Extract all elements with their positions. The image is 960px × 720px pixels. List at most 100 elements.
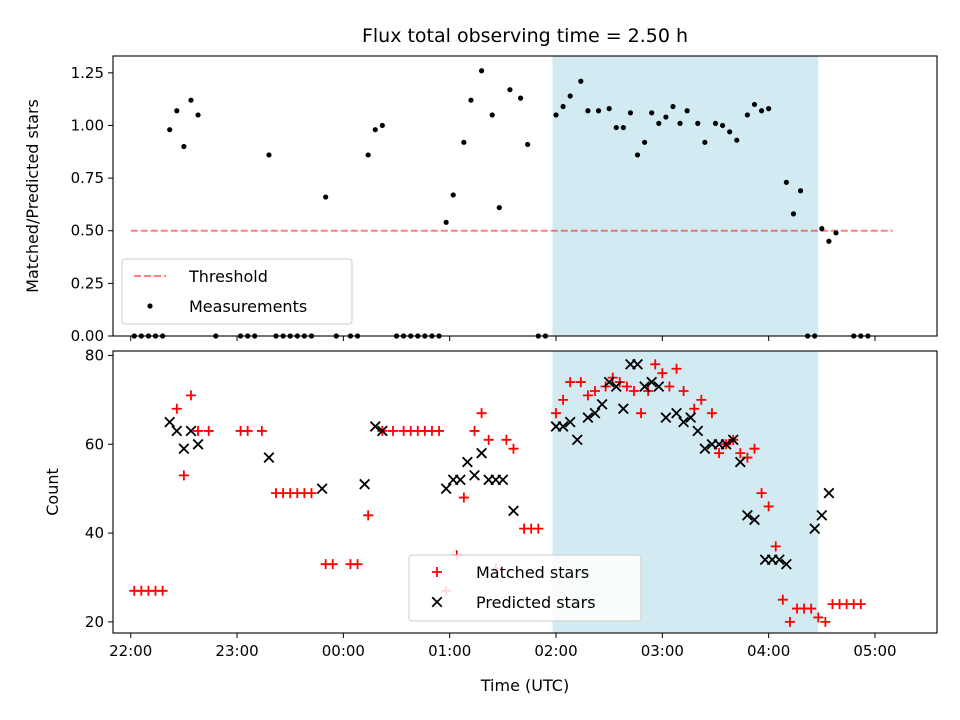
predicted-star-point (773, 554, 785, 566)
predicted-star-point (816, 509, 828, 521)
x-tick-label: 23:00 (215, 642, 258, 660)
measurement-point (461, 139, 467, 145)
axes-frame (112, 55, 938, 337)
measurement-point (496, 204, 502, 211)
matched-star-point (784, 616, 795, 627)
matched-star-point (706, 408, 717, 419)
measurement-point (656, 120, 662, 126)
measurement-point (372, 127, 378, 133)
measurement-point (790, 211, 797, 217)
measurement-point (744, 112, 750, 118)
measurement-point (797, 188, 804, 194)
legend-label: Measurements (189, 297, 307, 316)
legend-measurement-key (147, 303, 153, 309)
matched-star-point (749, 443, 760, 454)
predicted-star-point (749, 514, 760, 526)
x-tick-label: 03:00 (641, 642, 684, 660)
y-axis-label-count: Count (43, 468, 62, 516)
matched-star-point (501, 434, 512, 445)
measurement-point (167, 127, 173, 133)
predicted-star-point (727, 434, 739, 446)
predicted-star-point (508, 505, 519, 517)
ratio-panel: Flux total observing time = 2.50 h Match… (23, 25, 938, 345)
matched-star-point (387, 425, 398, 436)
measurement-point (670, 103, 676, 110)
measurement-point (450, 192, 456, 198)
measurement-point (642, 139, 648, 145)
matched-star-point (256, 425, 267, 436)
measurement-point (478, 68, 485, 74)
predicted-star-point (660, 412, 672, 424)
measurement-point (766, 106, 772, 112)
measurement-point (613, 124, 619, 131)
predicted-star-point (369, 421, 381, 432)
matched-star-point (242, 425, 253, 436)
matched-star-point (678, 385, 689, 396)
x-tick-label: 22:00 (109, 642, 152, 660)
predicted-star-point (185, 425, 197, 437)
legend-label: Matched stars (476, 563, 589, 582)
measurement-point (489, 112, 495, 118)
measurement-point (188, 97, 194, 103)
measurement-point (468, 97, 474, 103)
measurement-point (443, 219, 449, 225)
measurement-point (727, 129, 733, 135)
measurement-point (649, 110, 655, 116)
measurement-point (663, 114, 669, 120)
matched-star-point (621, 381, 632, 392)
predicted-star-point (359, 478, 371, 490)
matched-star-point (476, 408, 487, 419)
measurement-point (684, 108, 690, 114)
matched-star-point (628, 385, 639, 396)
predicted-star-point (734, 456, 746, 468)
matched-star-point (589, 385, 600, 396)
measurement-point (507, 87, 513, 93)
legend-matched-key (432, 567, 442, 577)
predicted-star-point (685, 412, 697, 424)
predicted-star-point (653, 381, 665, 392)
predicted-star-point (469, 469, 480, 481)
matched-star-point (636, 408, 647, 419)
y-tick-label: 1.00 (71, 116, 104, 134)
predicted-star-point (720, 438, 732, 450)
predicted-star-point (639, 381, 651, 392)
predicted-star-point (741, 509, 753, 521)
predicted-star-point (564, 416, 576, 428)
predicted-star-point (376, 425, 388, 437)
predicted-star-point (440, 483, 452, 495)
predicted-star-point (596, 398, 608, 410)
measurement-point (695, 120, 701, 126)
y-tick-label: 20 (85, 613, 104, 631)
predicted-star-point (557, 421, 569, 432)
measurement-point (517, 95, 524, 101)
matched-star-point (352, 559, 363, 570)
predicted-star-point (582, 412, 594, 424)
matched-star-point (582, 390, 593, 401)
predicted-star-point (497, 474, 509, 486)
y-tick-label: 0.25 (71, 274, 104, 292)
measurement-point (627, 110, 634, 116)
predicted-star-point (589, 407, 601, 419)
measurement-point (323, 194, 329, 200)
predicted-star-point (178, 443, 190, 455)
predicted-star-point (632, 358, 643, 370)
matched-star-point (363, 510, 374, 521)
measurement-point (578, 78, 584, 84)
predicted-star-point (461, 456, 473, 468)
matched-star-point (558, 394, 569, 405)
measurement-point (560, 103, 566, 110)
y-tick-label: 0.75 (71, 169, 104, 187)
measurement-point (833, 230, 839, 236)
predicted-star-point (699, 443, 711, 455)
predicted-star-point (671, 407, 682, 419)
y-tick-label: 80 (85, 346, 104, 364)
axes-frame (112, 350, 938, 634)
matched-star-point (714, 448, 725, 459)
measurement-point (525, 141, 531, 148)
measurement-point (758, 108, 765, 114)
measurement-point (181, 143, 187, 150)
matched-star-point (533, 523, 544, 534)
y-axis-label-ratio: Matched/Predicted stars (23, 99, 42, 293)
measurement-point (195, 112, 201, 118)
y-tick-label: 40 (85, 524, 104, 542)
